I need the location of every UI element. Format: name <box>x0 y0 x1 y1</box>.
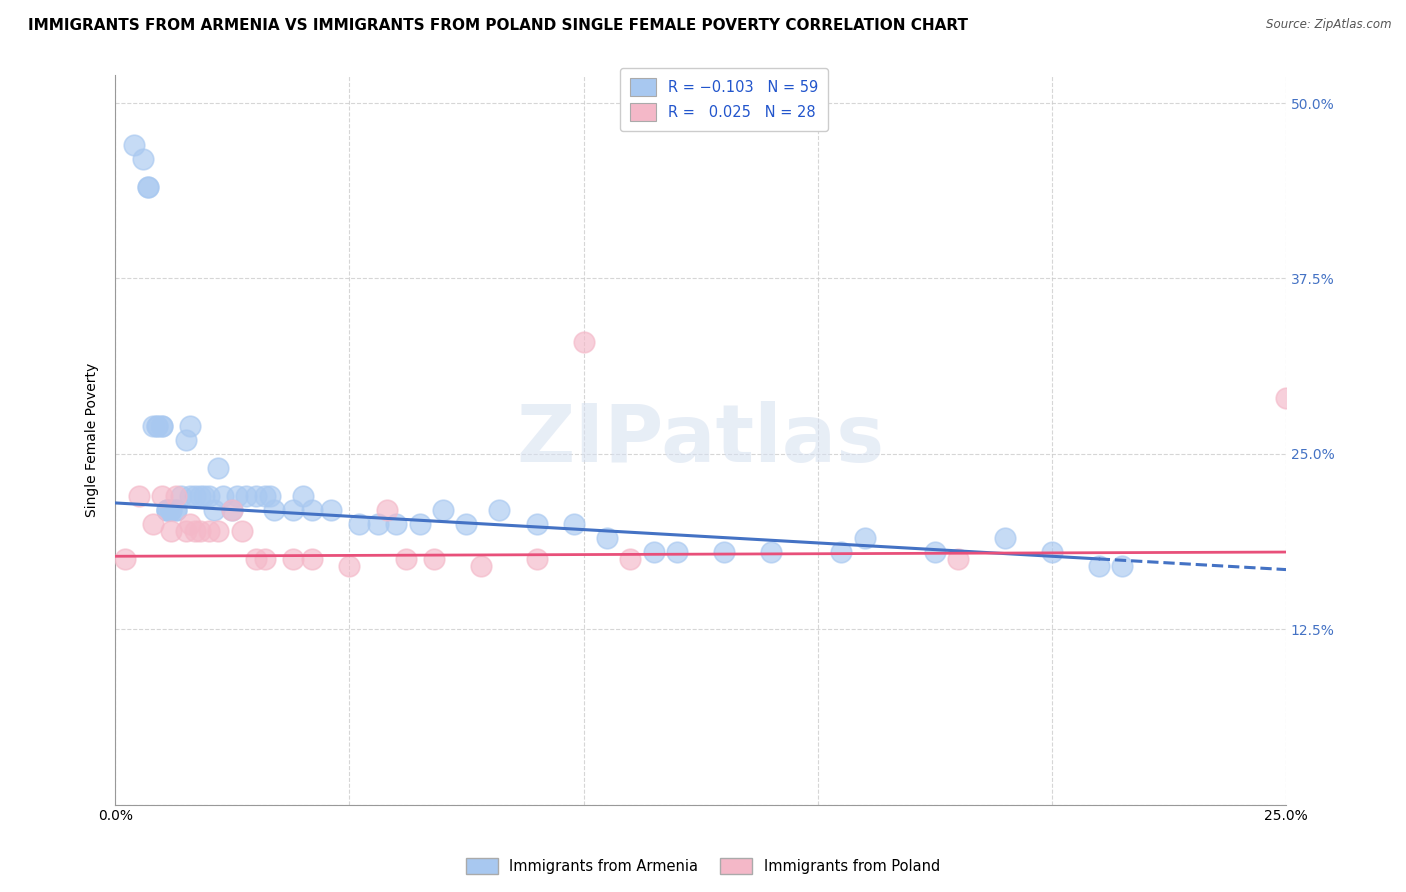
Point <box>347 516 370 531</box>
Point <box>488 503 510 517</box>
Point <box>235 489 257 503</box>
Point <box>1275 391 1298 405</box>
Point <box>193 489 215 503</box>
Point <box>245 552 267 566</box>
Point <box>212 489 235 503</box>
Point <box>207 461 229 475</box>
Point <box>170 489 193 503</box>
Point <box>179 489 201 503</box>
Point <box>156 503 179 517</box>
Point <box>150 489 173 503</box>
Point <box>367 516 389 531</box>
Point <box>470 559 492 574</box>
Text: Source: ZipAtlas.com: Source: ZipAtlas.com <box>1267 18 1392 31</box>
Point <box>643 545 665 559</box>
Point <box>179 516 201 531</box>
Point <box>759 545 782 559</box>
Point <box>160 524 183 538</box>
Point <box>221 503 243 517</box>
Point <box>994 531 1017 545</box>
Point <box>375 503 398 517</box>
Point <box>853 531 876 545</box>
Point <box>221 503 243 517</box>
Point <box>179 418 201 433</box>
Point <box>142 516 165 531</box>
Text: IMMIGRANTS FROM ARMENIA VS IMMIGRANTS FROM POLAND SINGLE FEMALE POVERTY CORRELAT: IMMIGRANTS FROM ARMENIA VS IMMIGRANTS FR… <box>28 18 969 33</box>
Point <box>207 524 229 538</box>
Point <box>291 489 314 503</box>
Point <box>301 503 323 517</box>
Point <box>924 545 946 559</box>
Point <box>184 489 207 503</box>
Point <box>165 489 187 503</box>
Point <box>128 489 150 503</box>
Point <box>136 180 159 194</box>
Point <box>184 524 207 538</box>
Point <box>562 516 585 531</box>
Point <box>526 552 548 566</box>
Point <box>156 503 179 517</box>
Point <box>198 524 221 538</box>
Point <box>948 552 970 566</box>
Point <box>1111 559 1133 574</box>
Point <box>188 489 211 503</box>
Point <box>283 552 305 566</box>
Point <box>156 503 179 517</box>
Point <box>122 138 145 153</box>
Point <box>198 489 221 503</box>
Point <box>385 516 408 531</box>
Text: ZIPatlas: ZIPatlas <box>516 401 884 479</box>
Point <box>830 545 852 559</box>
Y-axis label: Single Female Poverty: Single Female Poverty <box>86 363 100 517</box>
Point <box>339 559 361 574</box>
Point <box>165 503 187 517</box>
Point <box>165 503 187 517</box>
Point <box>259 489 281 503</box>
Point <box>150 418 173 433</box>
Point <box>231 524 253 538</box>
Point <box>146 418 169 433</box>
Point <box>283 503 305 517</box>
Point <box>1087 559 1109 574</box>
Point <box>174 524 197 538</box>
Point <box>254 552 277 566</box>
Legend: Immigrants from Armenia, Immigrants from Poland: Immigrants from Armenia, Immigrants from… <box>460 852 946 880</box>
Point <box>408 516 430 531</box>
Point <box>160 503 183 517</box>
Point <box>226 489 249 503</box>
Point <box>301 552 323 566</box>
Point <box>619 552 641 566</box>
Point <box>245 489 267 503</box>
Point <box>319 503 342 517</box>
Point <box>132 152 155 166</box>
Point <box>136 180 159 194</box>
Point <box>422 552 444 566</box>
Point <box>666 545 689 559</box>
Point <box>394 552 416 566</box>
Point <box>263 503 285 517</box>
Point <box>456 516 478 531</box>
Point <box>150 418 173 433</box>
Point <box>1040 545 1063 559</box>
Point <box>254 489 277 503</box>
Legend: R = −0.103   N = 59, R =   0.025   N = 28: R = −0.103 N = 59, R = 0.025 N = 28 <box>620 68 828 131</box>
Point <box>526 516 548 531</box>
Point <box>114 552 136 566</box>
Point <box>146 418 169 433</box>
Point <box>160 503 183 517</box>
Point <box>142 418 165 433</box>
Point <box>572 334 595 349</box>
Point <box>432 503 454 517</box>
Point <box>713 545 735 559</box>
Point <box>202 503 225 517</box>
Point <box>596 531 619 545</box>
Point <box>188 524 211 538</box>
Point <box>174 433 197 447</box>
